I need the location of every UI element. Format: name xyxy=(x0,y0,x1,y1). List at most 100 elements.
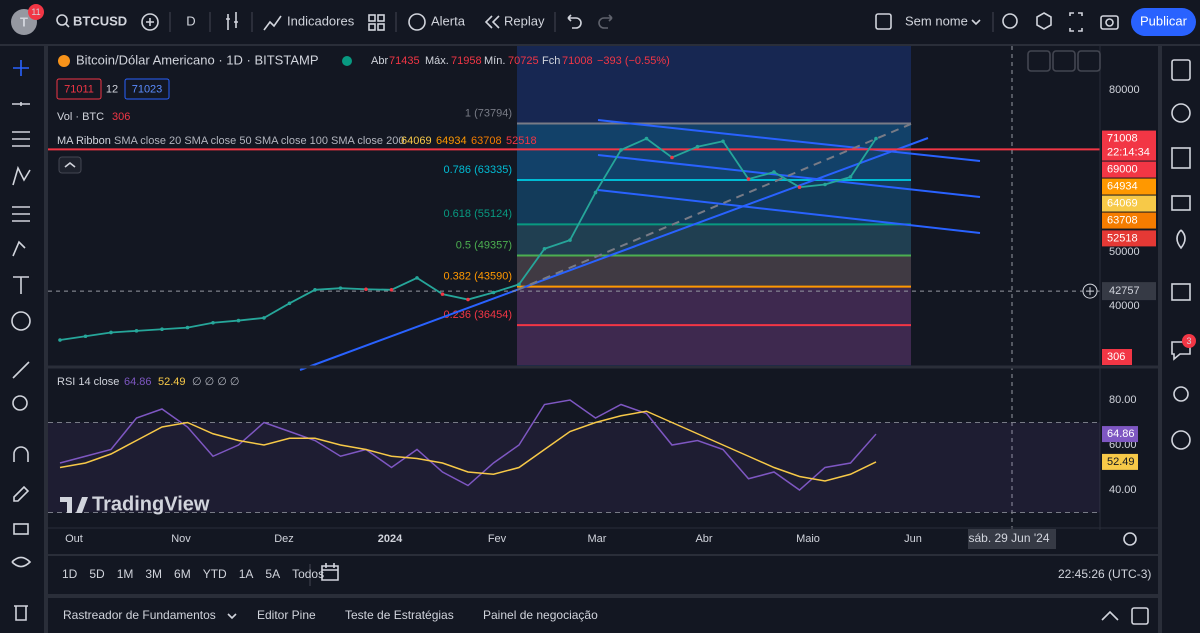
timeframe[interactable]: 1M xyxy=(117,567,134,581)
stay-drawing[interactable] xyxy=(13,485,30,502)
indicators-icon xyxy=(263,15,282,31)
ideas[interactable] xyxy=(1176,229,1186,250)
bottom-tab[interactable]: Teste de Estratégias xyxy=(345,608,454,622)
prediction-tool[interactable] xyxy=(12,206,30,222)
data-window[interactable] xyxy=(1171,147,1191,169)
timeframe[interactable]: 1D xyxy=(62,567,78,581)
btc-icon xyxy=(58,55,70,67)
settings[interactable] xyxy=(1036,12,1052,30)
date-range[interactable] xyxy=(321,563,339,581)
quick-search[interactable] xyxy=(1002,13,1018,29)
publish-button[interactable] xyxy=(1131,8,1196,36)
x-tick-label: Dez xyxy=(274,533,294,545)
timeframe[interactable]: 1A xyxy=(239,567,254,581)
chart-type-icon[interactable] xyxy=(226,12,238,30)
hide-tool[interactable] xyxy=(11,556,32,568)
price-badge-label: 63708 xyxy=(1107,214,1138,226)
add-symbol[interactable] xyxy=(141,13,159,31)
buy-box[interactable] xyxy=(124,78,170,100)
measure-tool[interactable] xyxy=(12,361,30,379)
fullscreen[interactable] xyxy=(1069,12,1083,32)
collapse-icon xyxy=(64,161,76,168)
replay-button[interactable]: Replay xyxy=(504,13,545,28)
fib-tool[interactable] xyxy=(12,131,30,147)
redo[interactable] xyxy=(598,14,613,29)
tab-menu[interactable] xyxy=(227,613,237,620)
crosshair-badge xyxy=(1102,282,1156,301)
price-point xyxy=(236,318,241,323)
price-point xyxy=(823,182,827,187)
collapse-legend[interactable] xyxy=(58,156,82,174)
snapshot[interactable] xyxy=(1100,15,1119,30)
bottom-tab[interactable]: Rastreador de Fundamentos xyxy=(63,608,216,622)
templates-icon xyxy=(368,23,376,31)
interval[interactable]: D xyxy=(186,13,195,28)
bottom-tab[interactable]: Editor Pine xyxy=(257,608,316,622)
brush-tool[interactable] xyxy=(12,240,26,257)
lock-tool[interactable] xyxy=(13,523,29,535)
timeframe[interactable]: 3M xyxy=(145,567,162,581)
move-down[interactable] xyxy=(1027,50,1051,72)
symbol-title[interactable]: Bitcoin/Dólar Americano · 1D · BITSTAMP xyxy=(76,52,319,67)
screener[interactable] xyxy=(1171,283,1191,301)
price-point xyxy=(797,185,802,189)
expand-panel[interactable] xyxy=(1101,610,1119,621)
price-point xyxy=(134,329,139,333)
rsi-band xyxy=(48,422,1100,513)
undo[interactable] xyxy=(567,14,582,29)
volume-value: 306 xyxy=(112,111,130,123)
price-point xyxy=(619,148,623,152)
low-value: 70725 xyxy=(508,55,539,67)
templates-icon[interactable] xyxy=(368,14,376,22)
notification-badge xyxy=(28,4,44,20)
rsi-label: RSI 14 close xyxy=(57,376,119,388)
price-badge xyxy=(1102,161,1156,178)
top-bar xyxy=(0,0,1200,44)
axis-settings[interactable] xyxy=(1123,532,1137,546)
timeframe[interactable]: 6M xyxy=(174,567,191,581)
fib-label: 0.5 (49357) xyxy=(456,239,512,251)
price-point xyxy=(721,139,725,144)
magnet-tool[interactable] xyxy=(13,446,29,462)
bottom-tab[interactable]: Painel de negociação xyxy=(483,608,598,622)
watchlist[interactable] xyxy=(1171,59,1191,81)
remove-tool[interactable] xyxy=(14,605,28,621)
ask: 71023 xyxy=(132,83,163,95)
volume-badge xyxy=(1102,349,1132,365)
symbol[interactable]: BTCUSD xyxy=(73,13,127,28)
zoom-tool[interactable] xyxy=(12,395,28,411)
sell-box[interactable] xyxy=(56,78,102,100)
maximize-pane[interactable] xyxy=(1077,50,1101,72)
maximize-panel[interactable] xyxy=(1131,607,1149,625)
collapse-pane[interactable] xyxy=(1052,50,1076,72)
price-chart[interactable]: 1 (73794) 0.786 (63335) 0.618 (55124) 0.5 (… xyxy=(48,46,1158,549)
pattern-tool[interactable] xyxy=(12,165,31,186)
icon-tool[interactable] xyxy=(11,311,31,331)
alerts-panel[interactable] xyxy=(1171,103,1191,123)
streams[interactable] xyxy=(1173,386,1189,402)
text-tool[interactable] xyxy=(13,276,29,294)
x-tick-label: Jun xyxy=(904,533,922,545)
calendar[interactable] xyxy=(1171,195,1191,211)
crosshair-plus-icon xyxy=(1086,287,1094,296)
price-badge-label: 69000 xyxy=(1107,163,1138,175)
price-point xyxy=(389,288,394,292)
price-point xyxy=(364,287,368,292)
rsi-empty: ∅ ∅ ∅ ∅ xyxy=(192,376,240,388)
crosshair-tool[interactable] xyxy=(13,60,29,76)
layout-menu[interactable] xyxy=(971,19,981,26)
timeframe[interactable]: 5D xyxy=(89,567,105,581)
timeframe[interactable]: YTD xyxy=(203,567,227,581)
alert-button[interactable]: Alerta xyxy=(431,13,466,28)
low-label: Mín. xyxy=(484,55,505,67)
indicators-button[interactable]: Indicadores xyxy=(287,13,355,28)
price-point xyxy=(83,334,88,339)
help[interactable] xyxy=(1171,430,1191,450)
timeframe[interactable]: Todos xyxy=(292,567,324,581)
layout-checkbox[interactable] xyxy=(875,13,892,30)
trend-line-tool[interactable] xyxy=(12,102,30,106)
layout-name[interactable]: Sem nome xyxy=(905,13,968,28)
timeframe[interactable]: 5A xyxy=(265,567,280,581)
